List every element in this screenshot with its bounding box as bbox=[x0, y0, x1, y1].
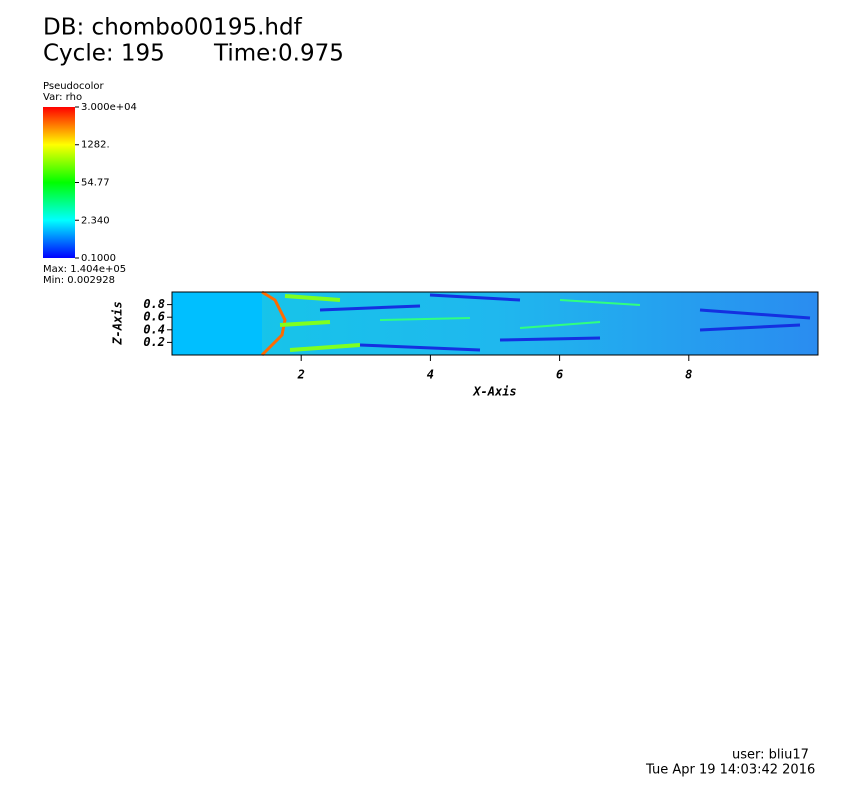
legend-tick-label: 54.77 bbox=[81, 178, 110, 189]
legend-min: Min: 0.002928 bbox=[43, 275, 115, 286]
y-tick-label: 0.2 bbox=[143, 335, 165, 349]
cycle: Cycle: 195 bbox=[43, 41, 165, 67]
legend-tick-label: 1282. bbox=[81, 140, 110, 151]
date: Tue Apr 19 14:03:42 2016 bbox=[645, 763, 815, 778]
legend-max: Max: 1.404e+05 bbox=[43, 264, 126, 275]
x-tick-label: 2 bbox=[297, 368, 305, 382]
x-axis-title: X-Axis bbox=[472, 385, 516, 399]
y-axis-title: Z-Axis bbox=[111, 301, 125, 345]
color-bar bbox=[43, 107, 75, 258]
time: Time:0.975 bbox=[213, 41, 344, 67]
legend-plot: Pseudocolor bbox=[43, 81, 105, 92]
y-tick-label: 0.6 bbox=[143, 310, 165, 324]
plot-frame bbox=[171, 291, 819, 356]
legend-var: Var: rho bbox=[43, 92, 82, 103]
x-tick-label: 4 bbox=[427, 368, 434, 382]
legend-tick-label: 2.340 bbox=[81, 215, 110, 226]
field bbox=[172, 290, 818, 357]
y-tick-label: 0.4 bbox=[143, 322, 165, 336]
y-tick-label: 0.8 bbox=[143, 297, 165, 311]
db-name: DB: chombo00195.hdf bbox=[43, 15, 303, 41]
legend-tick-label: 0.1000 bbox=[81, 253, 116, 264]
user: user: bliu17 bbox=[732, 748, 809, 763]
legend-tick-label: 3.000e+04 bbox=[81, 102, 137, 113]
x-tick-label: 6 bbox=[556, 368, 563, 382]
x-tick-label: 8 bbox=[685, 368, 692, 382]
